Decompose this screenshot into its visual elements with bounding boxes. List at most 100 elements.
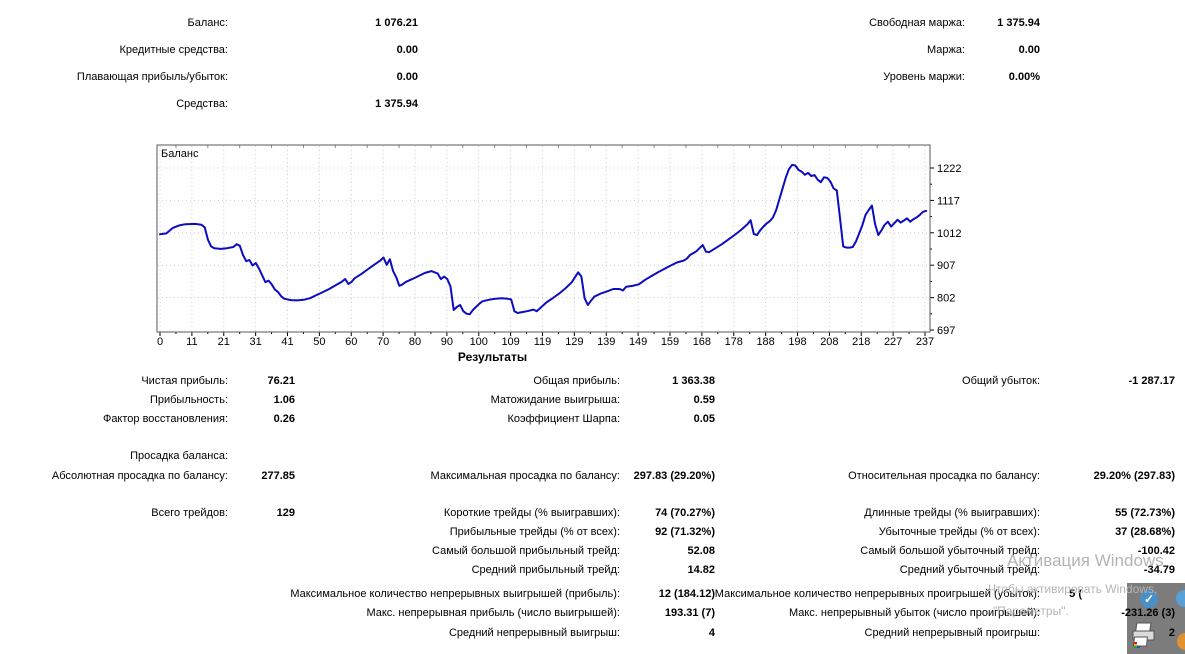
svg-text:218: 218 <box>852 336 870 348</box>
metric-value: -231.26 (3) <box>1121 607 1175 619</box>
svg-text:60: 60 <box>345 336 357 348</box>
metric-value: 129 <box>276 507 295 519</box>
svg-text:109: 109 <box>501 336 519 348</box>
metric-label: Плавающая прибыль/убыток: <box>76 71 228 83</box>
svg-text:1012: 1012 <box>937 228 961 240</box>
metric-label: Убыточные трейды (% от всех): <box>878 526 1040 538</box>
metric-label: Прибыльность: <box>149 394 228 406</box>
report-row: Прибыльность: 1.06 Матожидание выигрыша:… <box>0 394 1185 408</box>
metric-label: Макс. непрерывный убыток (число проигрыш… <box>788 607 1040 619</box>
svg-text:0: 0 <box>157 336 163 348</box>
metric-label: Короткие трейды (% выигравших): <box>443 507 620 519</box>
svg-text:802: 802 <box>937 293 955 305</box>
svg-text:1117: 1117 <box>937 195 960 207</box>
svg-text:70: 70 <box>377 336 389 348</box>
metric-label: Свободная маржа: <box>869 17 965 29</box>
metric-value: 0.00% <box>1008 71 1040 83</box>
metric-label: Общая прибыль: <box>533 375 620 387</box>
report-row: Максимальное количество непрерывных выиг… <box>0 588 1185 602</box>
windows-activation-watermark: Активация Windows <box>1007 551 1164 570</box>
metric-value: 0.26 <box>273 413 295 425</box>
metric-value: 37 (28.68%) <box>1115 526 1175 538</box>
chart-title: Баланс <box>161 148 199 160</box>
report-row: Средний непрерывный выигрыш: 4 Средний н… <box>0 627 1185 641</box>
metric-label: Относительная просадка по балансу: <box>848 470 1040 482</box>
metric-label: Общий убыток: <box>962 375 1040 387</box>
notification-badge-icon[interactable] <box>1177 633 1185 650</box>
metric-label: Самый большой убыточный трейд: <box>860 545 1040 557</box>
svg-text:188: 188 <box>756 336 774 348</box>
svg-text:149: 149 <box>629 336 647 348</box>
check-badge-icon[interactable]: ✓ <box>1140 590 1158 608</box>
metric-label: Абсолютная просадка по балансу: <box>51 470 228 482</box>
svg-text:159: 159 <box>661 336 679 348</box>
report-row: Фактор восстановления: 0.26 Коэффициент … <box>0 413 1185 427</box>
metric-label: Длинные трейды (% выигравших): <box>864 507 1040 519</box>
report-row: Чистая прибыль: 76.21 Общая прибыль: 1 3… <box>0 375 1185 389</box>
report-row: Самый большой прибыльный трейд: 52.08 Са… <box>0 545 1185 559</box>
metric-label: Максимальное количество непрерывных прои… <box>714 588 1040 600</box>
report-row: Абсолютная просадка по балансу: 277.85 М… <box>0 470 1185 484</box>
metric-value: 1.06 <box>273 394 295 406</box>
report-row: Макс. непрерывная прибыль (число выигрыш… <box>0 607 1185 621</box>
metric-label: Максимальное количество непрерывных выиг… <box>290 588 620 600</box>
account-row: Баланс: 1 076.21 Свободная маржа: 1 375.… <box>0 17 1185 31</box>
metric-label: Средний непрерывный выигрыш: <box>448 627 620 639</box>
metric-value: 193.31 (7) <box>664 607 715 619</box>
metric-value: 76.21 <box>267 375 295 387</box>
report-row: Прибыльные трейды (% от всех): 92 (71.32… <box>0 526 1185 540</box>
metric-value: 0.00 <box>1018 44 1040 56</box>
metric-label: Самый большой прибыльный трейд: <box>432 545 620 557</box>
svg-text:227: 227 <box>884 336 902 348</box>
metric-label: Матожидание выигрыша: <box>490 394 620 406</box>
results-title: Результаты <box>457 350 528 364</box>
svg-text:11: 11 <box>186 336 197 348</box>
metric-value: -1 287.17 <box>1128 375 1175 387</box>
metric-label: Средний прибыльный трейд: <box>471 564 620 576</box>
metric-label: Всего трейдов: <box>151 507 228 519</box>
metric-value: -34.79 <box>1143 564 1175 576</box>
metric-value: 14.82 <box>687 564 715 576</box>
metric-value-truncated: 5 ( <box>1069 588 1082 600</box>
metric-label: Баланс: <box>187 17 228 29</box>
svg-text:697: 697 <box>937 325 955 337</box>
metric-label: Средний убыточный трейд: <box>899 564 1040 576</box>
windows-activation-watermark: "Параметры". <box>993 604 1069 618</box>
metric-label: Максимальная просадка по балансу: <box>430 470 620 482</box>
svg-text:100: 100 <box>470 336 488 348</box>
metric-value: 55 (72.73%) <box>1115 507 1175 519</box>
metric-label: Макс. непрерывная прибыль (число выигрыш… <box>366 607 620 619</box>
account-row: Средства: 1 375.94 <box>0 98 1185 112</box>
svg-text:119: 119 <box>534 336 552 348</box>
svg-text:208: 208 <box>820 336 838 348</box>
metric-value: 4 <box>708 627 715 639</box>
metric-label: Прибыльные трейды (% от всех): <box>449 526 620 538</box>
metric-value: 1 363.38 <box>672 375 715 387</box>
metric-label: Маржа: <box>926 44 965 56</box>
metric-label: Чистая прибыль: <box>141 375 228 387</box>
metric-value: 0.00 <box>396 44 418 56</box>
metric-label: Уровень маржи: <box>883 71 965 83</box>
metric-value: 0.59 <box>693 394 715 406</box>
metric-value: 1 375.94 <box>375 98 418 110</box>
metric-value: 1 375.94 <box>997 17 1040 29</box>
report-row: Средний прибыльный трейд: 14.82 Средний … <box>0 564 1185 578</box>
printer-icon[interactable] <box>1131 622 1157 653</box>
metric-value: 29.20% (297.83) <box>1093 470 1175 482</box>
metric-value: 52.08 <box>687 545 715 557</box>
metric-value: 0.00 <box>396 71 418 83</box>
metric-value: 0.05 <box>693 413 715 425</box>
metric-label: Коэффициент Шарпа: <box>507 413 620 425</box>
metric-value: 297.83 (29.20%) <box>633 470 715 482</box>
account-row: Кредитные средства: 0.00 Маржа: 0.00 <box>0 44 1185 58</box>
svg-text:237: 237 <box>916 336 934 348</box>
metric-label: Кредитные средства: <box>119 44 228 56</box>
metric-value: 2 <box>1168 627 1175 639</box>
svg-text:41: 41 <box>281 336 293 348</box>
svg-text:168: 168 <box>693 336 711 348</box>
svg-text:21: 21 <box>218 336 230 348</box>
metric-label: Просадка баланса: <box>130 450 228 462</box>
app-badge-icon[interactable] <box>1176 590 1185 607</box>
